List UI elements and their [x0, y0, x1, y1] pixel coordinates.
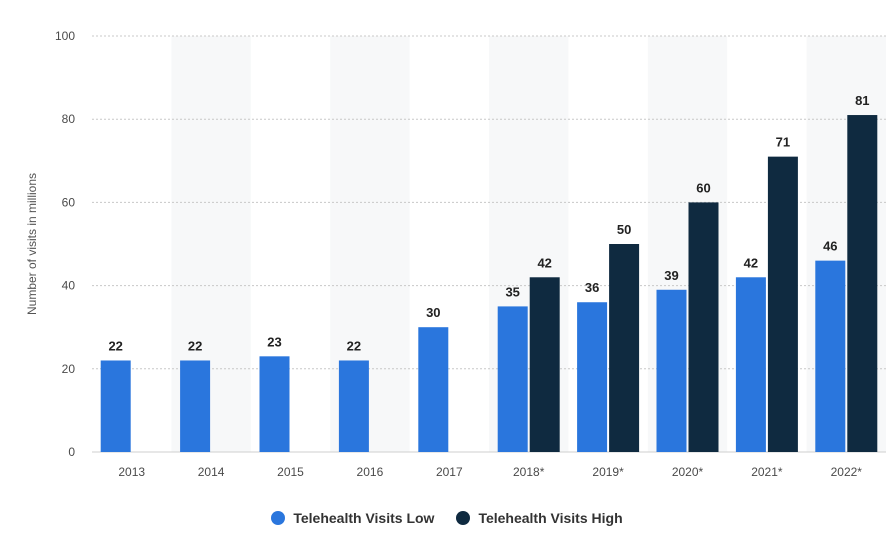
x-tick-label: 2021*: [751, 465, 783, 479]
bar-high[interactable]: [847, 115, 878, 452]
data-label: 46: [823, 239, 837, 254]
y-tick-label: 40: [62, 279, 76, 293]
y-tick-label: 60: [62, 195, 76, 209]
data-label: 39: [664, 268, 678, 283]
bar-low[interactable]: [497, 306, 528, 452]
x-tick-label: 2015: [277, 465, 304, 479]
bar-high[interactable]: [767, 156, 798, 452]
y-axis-ticks: 0 20 40 60 80 100: [55, 29, 75, 459]
bar-low[interactable]: [338, 360, 369, 452]
bar-low[interactable]: [815, 260, 846, 452]
bar-high[interactable]: [688, 202, 719, 452]
data-label: 30: [426, 305, 440, 320]
x-tick-label: 2020*: [672, 465, 704, 479]
legend-item-low[interactable]: Telehealth Visits Low: [271, 510, 434, 526]
x-tick-label: 2022*: [831, 465, 863, 479]
data-label: 36: [585, 280, 599, 295]
data-label: 60: [696, 180, 710, 195]
bar-high[interactable]: [609, 244, 640, 452]
x-tick-label: 2018*: [513, 465, 545, 479]
bar-high[interactable]: [529, 277, 560, 452]
data-label: 42: [744, 255, 758, 270]
legend: Telehealth Visits Low Telehealth Visits …: [0, 510, 894, 526]
data-labels: 22 22 23 22 30 35 42 36 50 39 60 42 71 46 81: [108, 93, 869, 353]
bar-low[interactable]: [100, 360, 131, 452]
legend-high-marker: [456, 511, 471, 525]
x-tick-label: 2014: [198, 465, 225, 479]
data-label: 22: [347, 338, 361, 353]
data-label: 22: [188, 338, 202, 353]
x-tick-label: 2019*: [592, 465, 624, 479]
data-label: 71: [776, 135, 790, 150]
data-label: 81: [855, 93, 869, 108]
data-label: 23: [267, 334, 281, 349]
data-label: 42: [537, 255, 551, 270]
y-tick-label: 100: [55, 29, 75, 43]
data-label: 50: [617, 222, 631, 237]
x-tick-label: 2017: [436, 465, 463, 479]
y-axis-title: Number of visits in millions: [25, 173, 39, 315]
legend-low-label: Telehealth Visits Low: [293, 510, 435, 526]
data-label: 22: [108, 338, 122, 353]
legend-low-marker: [271, 511, 286, 525]
bar-low[interactable]: [656, 289, 687, 452]
gridlines: [92, 35, 886, 453]
x-tick-label: 2016: [357, 465, 384, 479]
bar-low[interactable]: [418, 327, 449, 452]
legend-high-label: Telehealth Visits High: [478, 510, 623, 526]
x-tick-label: 2013: [118, 465, 145, 479]
legend-item-high[interactable]: Telehealth Visits High: [456, 510, 623, 526]
bars: [100, 115, 878, 452]
bar-low[interactable]: [259, 356, 290, 452]
bar-low[interactable]: [577, 302, 608, 452]
y-tick-label: 0: [68, 445, 75, 459]
bar-low[interactable]: [180, 360, 211, 452]
bar-low[interactable]: [735, 277, 766, 452]
x-axis-ticks: 2013 2014 2015 2016 2017 2018* 2019* 2020* 2021*…: [118, 465, 862, 479]
y-tick-label: 20: [62, 362, 76, 376]
y-tick-label: 80: [62, 112, 76, 126]
data-label: 35: [505, 284, 519, 299]
